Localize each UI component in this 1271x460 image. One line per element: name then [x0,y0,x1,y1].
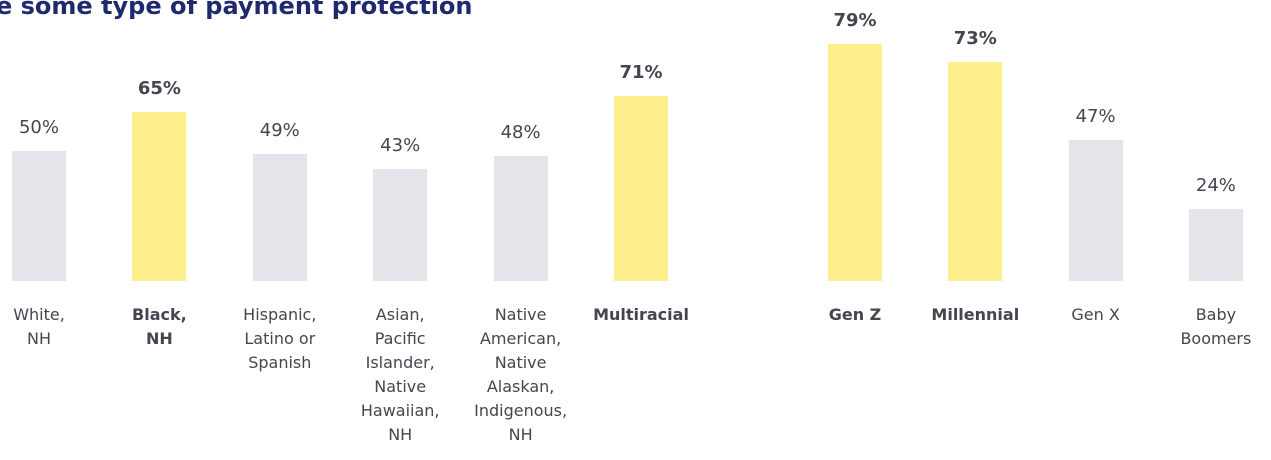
bar [1188,209,1243,281]
value-label: 48% [500,122,541,144]
bar [12,151,66,281]
category-label: Multiracial [593,305,689,324]
value-label: 73% [953,28,997,49]
bar [373,169,428,281]
value-label: 50% [18,117,59,138]
category-label: Black, NH [132,305,187,348]
category-label: Gen Z [828,305,882,324]
category-label: Gen X [1071,305,1120,324]
bar [132,112,187,281]
value-label: 24% [1195,175,1236,196]
bar [252,153,307,281]
value-label: 43% [380,135,421,157]
category-label: White, NH [13,305,65,348]
bar [1068,140,1123,281]
category-label: Native American, Native Alaskan, Indigen… [474,305,568,444]
value-label: 47% [1075,106,1116,127]
chart-title: e some type of payment protection [0,0,473,20]
category-label: Millennial [931,305,1020,324]
value-label: 65% [137,78,181,99]
value-label: 49% [259,119,300,141]
bar [493,156,548,281]
category-label: Hispanic, Latino or Spanish [243,305,317,372]
value-label: 79% [833,10,877,31]
bar [948,62,1003,281]
value-label: 71% [619,62,663,84]
category-label: Asian, Pacific Islander, Native Hawaiian… [360,305,440,444]
bar [828,44,882,281]
bar [614,96,668,281]
category-label: Baby Boomers [1180,305,1252,348]
